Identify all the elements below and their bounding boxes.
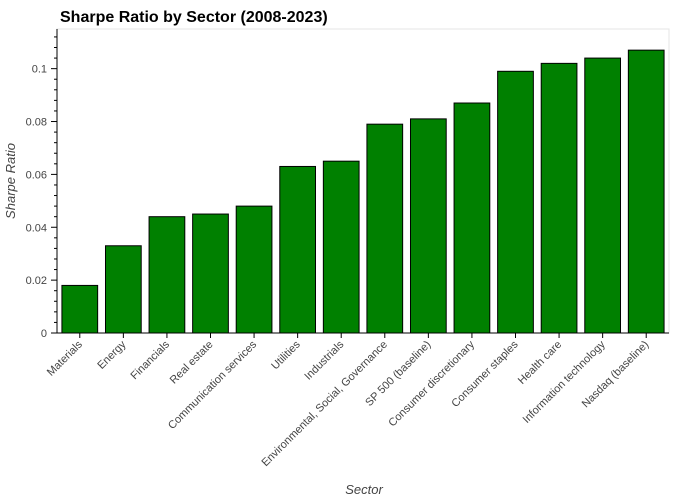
y-tick-label-3: 0.06 (26, 169, 47, 181)
bar-13 (627, 49, 665, 334)
y-axis: 0 0.02 0.04 0.06 0.08 0.1 (26, 29, 58, 340)
bar-12 (584, 57, 622, 334)
bar-2 (148, 216, 186, 334)
bar-4 (235, 205, 273, 334)
bar-5 (279, 165, 317, 334)
y-tick-label-4: 0.08 (26, 117, 47, 129)
bar-0 (61, 284, 99, 334)
x-tick-label-6: Industrials (302, 338, 346, 382)
y-tick-label-2: 0.04 (26, 222, 47, 234)
bar-9 (453, 102, 491, 334)
x-tick-label-1: Energy (95, 338, 128, 371)
bars-group (61, 49, 665, 334)
y-axis-label: Sharpe Ratio (3, 143, 18, 219)
bar-8 (409, 118, 447, 334)
x-tick-label-4: Communication services (166, 338, 260, 432)
x-axis-label: Sector (345, 482, 383, 497)
bar-7 (366, 123, 404, 334)
x-tick-label-5: Utilities (269, 338, 303, 372)
bar-10 (497, 70, 534, 334)
x-tick-label-2: Financials (129, 338, 173, 382)
y-tick-label-5: 0.1 (32, 64, 47, 76)
bar-6 (322, 160, 360, 334)
x-tick-label-3: Real estate (168, 339, 216, 387)
y-tick-label-0: 0 (41, 328, 47, 340)
x-tick-label-0: Materials (45, 338, 85, 378)
y-tick-label-1: 0.02 (26, 275, 47, 287)
bar-1 (104, 245, 142, 334)
bar-3 (192, 213, 229, 334)
bar-11 (540, 62, 578, 334)
x-tick-label-9: Consumer discretionary (386, 338, 477, 429)
x-tick-label-12: Information technology (521, 338, 609, 426)
chart-title: Sharpe Ratio by Sector (2008-2023) (60, 9, 328, 26)
